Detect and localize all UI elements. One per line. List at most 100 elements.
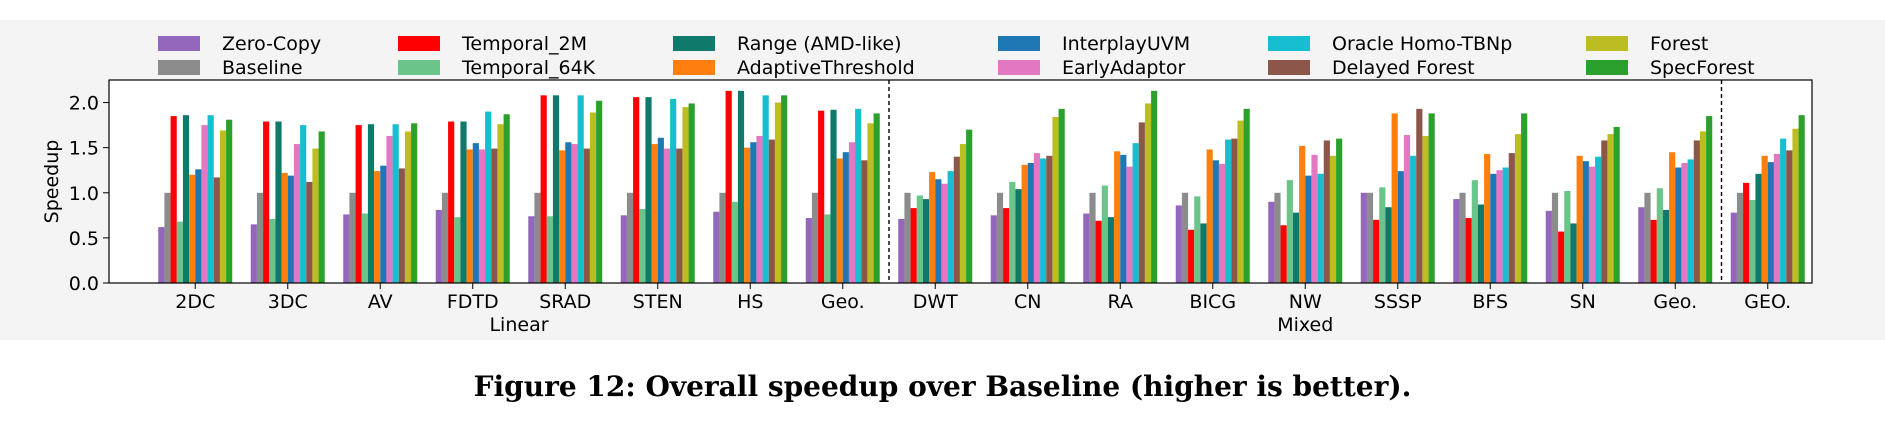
speedup-chart: Zero-Copy Baseline Temporal_2M Temporal_64K… — [0, 20, 1885, 340]
bar-earlyadaptor-av-2 — [386, 135, 393, 283]
bar-temporal-2m-bicg-11 — [1188, 229, 1195, 283]
bar-baseline-sssp-13 — [1366, 192, 1374, 283]
x-tick-label-3dc-1: 3DC — [268, 291, 308, 313]
legend-label-temporal-64k: Temporal_64K — [461, 57, 596, 79]
bar-forest-cn-9 — [1052, 116, 1059, 284]
legend-swatch-interplayuvm — [998, 36, 1040, 51]
y-tick-label-0.0: 0.0 — [69, 273, 99, 295]
legend-swatch-delayed-forest — [1268, 60, 1310, 75]
bar-temporal-64k-sn-15 — [1564, 190, 1571, 283]
bar-interplayuvm-sn-15 — [1582, 161, 1589, 283]
bar-adaptivethreshold-dwt-8 — [929, 172, 936, 283]
bar-adaptivethreshold-ra-10 — [1114, 151, 1121, 283]
bar-range-amd-like-geo-7 — [830, 109, 837, 284]
bar-forest-2dc-0 — [219, 130, 227, 283]
y-axis: 0.0 0.5 1.0 1.5 2.0 Speedup — [41, 93, 109, 295]
legend-label-temporal-2m: Temporal_2M — [461, 33, 587, 55]
bar-temporal-2m-sten-5 — [633, 97, 640, 283]
bar-forest-geo-16 — [1699, 131, 1707, 283]
legend-entry-interplayuvm: InterplayUVM — [998, 33, 1190, 55]
legend-label-forest: Forest — [1650, 33, 1708, 55]
bar-baseline-fdtd-3 — [441, 192, 449, 283]
bar-earlyadaptor-geo-7 — [848, 142, 856, 283]
legend-label-zero-copy: Zero-Copy — [222, 33, 321, 55]
legend-label-baseline: Baseline — [222, 57, 303, 79]
bar-range-amd-like-fdtd-3 — [460, 121, 467, 283]
bar-oracle-homo-tbnp-srad-4 — [577, 95, 584, 283]
group-label-linear: Linear — [489, 314, 548, 336]
bar-earlyadaptor-geo-16 — [1681, 163, 1688, 283]
plot-area — [108, 79, 1813, 284]
bar-forest-srad-4 — [589, 112, 597, 283]
bar-specforest-av-2 — [411, 123, 418, 283]
bar-interplayuvm-hs-6 — [750, 142, 757, 283]
bar-range-amd-like-ra-10 — [1107, 217, 1115, 283]
bar-baseline-srad-4 — [534, 192, 541, 283]
bar-delayed-forest-bicg-11 — [1231, 138, 1238, 283]
bar-oracle-homo-tbnp-ra-10 — [1132, 143, 1139, 283]
bar-temporal-64k-srad-4 — [546, 216, 553, 283]
bar-specforest-geo-17 — [1798, 115, 1805, 283]
bar-oracle-homo-tbnp-geo-7 — [855, 108, 862, 284]
bar-zero-copy-geo-7 — [805, 218, 812, 283]
bar-delayed-forest-nw-12 — [1323, 140, 1330, 283]
bar-specforest-sssp-13 — [1428, 113, 1435, 283]
bar-specforest-ra-10 — [1151, 90, 1158, 283]
bar-earlyadaptor-bfs-14 — [1496, 170, 1503, 283]
bar-delayed-forest-hs-6 — [768, 139, 775, 283]
bar-temporal-64k-geo-16 — [1656, 188, 1663, 283]
bar-interplayuvm-geo-7 — [842, 152, 849, 283]
bar-zero-copy-bfs-14 — [1453, 199, 1460, 283]
bar-forest-av-2 — [404, 131, 412, 283]
bar-forest-fdtd-3 — [497, 124, 504, 284]
legend-swatch-forest — [1586, 36, 1628, 51]
bar-earlyadaptor-2dc-0 — [201, 125, 208, 283]
legend-label-adaptivethreshold: AdaptiveThreshold — [737, 57, 915, 79]
bar-zero-copy-dwt-8 — [898, 218, 905, 283]
bar-interplayuvm-geo-17 — [1767, 162, 1774, 283]
legend-swatch-adaptivethreshold — [673, 60, 715, 75]
bar-zero-copy-fdtd-3 — [435, 209, 442, 283]
bar-temporal-64k-geo-7 — [824, 214, 831, 283]
legend-entry-zero-copy: Zero-Copy — [158, 33, 321, 55]
bar-forest-sten-5 — [682, 107, 689, 283]
bar-oracle-homo-tbnp-sten-5 — [670, 98, 677, 283]
bar-adaptivethreshold-nw-12 — [1299, 145, 1306, 283]
bar-interplayuvm-sssp-13 — [1397, 171, 1404, 283]
bar-specforest-hs-6 — [781, 95, 788, 283]
bar-zero-copy-av-2 — [343, 214, 350, 283]
bar-delayed-forest-geo-17 — [1786, 150, 1793, 283]
bar-specforest-geo-16 — [1706, 116, 1713, 283]
bar-specforest-3dc-1 — [318, 131, 325, 283]
bar-zero-copy-bicg-11 — [1175, 205, 1182, 283]
legend-label-specforest: SpecForest — [1650, 57, 1755, 79]
bar-baseline-bicg-11 — [1181, 192, 1189, 283]
bar-oracle-homo-tbnp-sssp-13 — [1410, 155, 1417, 283]
legend-swatch-zero-copy — [158, 36, 200, 51]
legend-label-interplayuvm: InterplayUVM — [1062, 33, 1190, 55]
x-tick-label-hs-6: HS — [737, 291, 763, 313]
bar-delayed-forest-geo-7 — [861, 160, 868, 283]
x-tick-label-bicg-11: BICG — [1189, 291, 1236, 313]
bar-baseline-ra-10 — [1089, 192, 1096, 283]
bar-interplayuvm-bicg-11 — [1212, 160, 1219, 283]
x-tick-label-geo-17: GEO. — [1744, 291, 1791, 313]
bar-range-amd-like-nw-12 — [1292, 212, 1300, 283]
bar-baseline-dwt-8 — [904, 192, 911, 283]
bar-baseline-geo-16 — [1644, 192, 1651, 283]
bar-temporal-2m-dwt-8 — [910, 208, 917, 283]
bar-earlyadaptor-dwt-8 — [941, 183, 948, 283]
legend-swatch-temporal-2m — [398, 36, 440, 51]
bar-oracle-homo-tbnp-3dc-1 — [300, 125, 307, 283]
bar-temporal-2m-3dc-1 — [263, 121, 270, 283]
bar-range-amd-like-3dc-1 — [275, 121, 282, 283]
bar-temporal-2m-fdtd-3 — [448, 121, 455, 283]
bar-zero-copy-sssp-13 — [1360, 192, 1367, 283]
bar-range-amd-like-hs-6 — [737, 90, 745, 283]
x-tick-label-dwt-8: DWT — [913, 291, 958, 313]
bar-temporal-2m-sn-15 — [1558, 231, 1565, 283]
bar-interplayuvm-dwt-8 — [935, 179, 942, 283]
bar-zero-copy-geo-16 — [1638, 207, 1645, 283]
legend-label-delayed-forest: Delayed Forest — [1332, 57, 1475, 79]
